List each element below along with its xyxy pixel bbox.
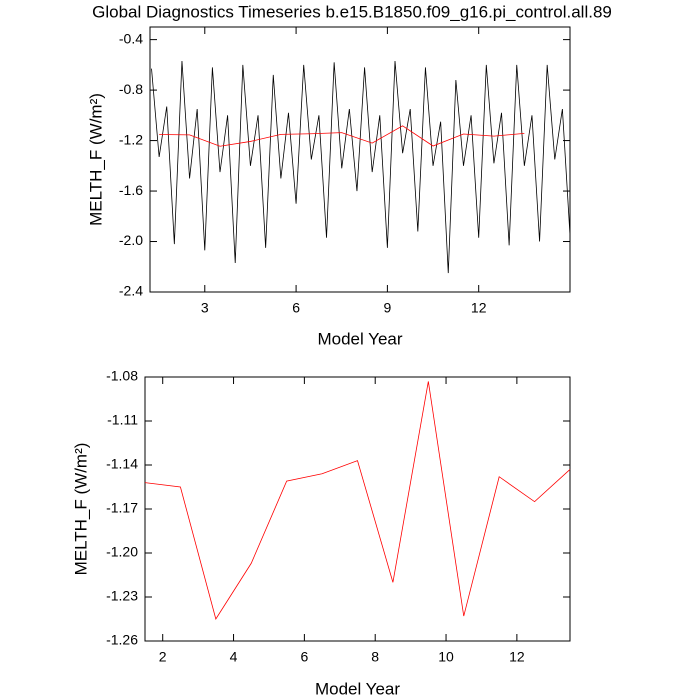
y-tick-label: -1.26 bbox=[106, 632, 138, 648]
y-tick-label: -1.14 bbox=[106, 456, 138, 472]
x-tick-label: 10 bbox=[438, 649, 454, 665]
x-axis-label: Model Year bbox=[317, 329, 402, 348]
y-axis-label: MELTH_F (W/m²) bbox=[71, 443, 90, 576]
data-line bbox=[159, 125, 525, 147]
y-tick-label: -1.23 bbox=[106, 588, 138, 604]
y-axis-label: MELTH_F (W/m²) bbox=[86, 93, 105, 226]
y-tick-label: -1.6 bbox=[119, 182, 143, 198]
y-tick-label: -0.8 bbox=[119, 81, 143, 97]
x-tick-label: 3 bbox=[201, 300, 209, 316]
plot-frame bbox=[149, 26, 571, 293]
x-tick-label: 2 bbox=[159, 649, 167, 665]
data-line bbox=[144, 381, 571, 620]
x-tick-label: 8 bbox=[371, 649, 379, 665]
data-line bbox=[151, 61, 571, 274]
x-tick-label: 12 bbox=[509, 649, 525, 665]
y-tick-label: -1.20 bbox=[106, 544, 138, 560]
x-tick-label: 6 bbox=[300, 649, 308, 665]
chart-title: Global Diagnostics Timeseries b.e15.B185… bbox=[92, 2, 612, 21]
x-axis-label: Model Year bbox=[315, 679, 400, 698]
y-tick-label: -2.0 bbox=[119, 232, 143, 248]
y-tick-label: -1.17 bbox=[106, 500, 138, 516]
plot-frame bbox=[144, 376, 571, 642]
x-tick-label: 6 bbox=[292, 300, 300, 316]
x-tick-label: 9 bbox=[383, 300, 391, 316]
x-tick-label: 4 bbox=[230, 649, 238, 665]
x-tick-label: 12 bbox=[471, 300, 487, 316]
y-tick-label: -1.2 bbox=[119, 131, 143, 147]
y-tick-label: -1.08 bbox=[106, 368, 138, 384]
y-tick-label: -0.4 bbox=[119, 30, 143, 46]
y-tick-label: -2.4 bbox=[119, 283, 143, 299]
y-tick-label: -1.11 bbox=[107, 412, 138, 428]
